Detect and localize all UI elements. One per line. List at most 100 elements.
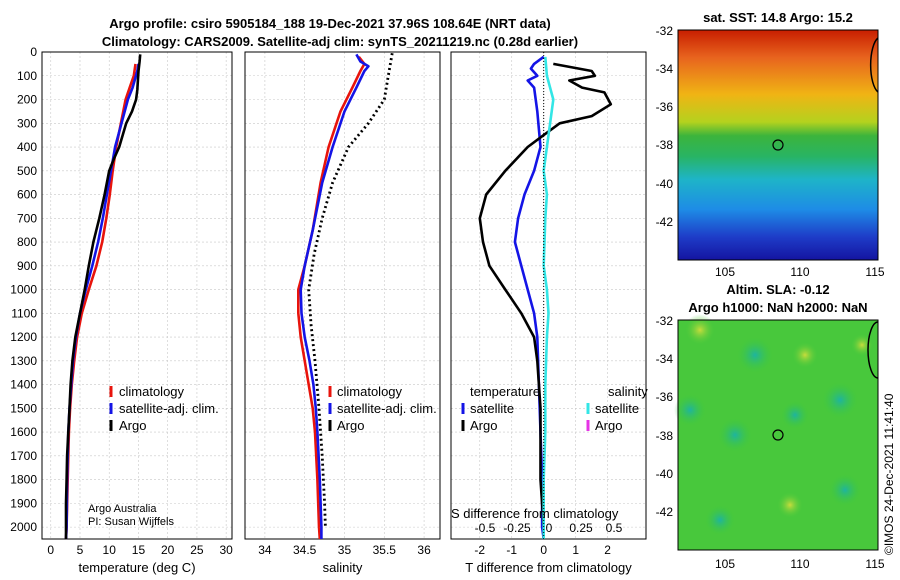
- y-tick-label: 1300: [10, 354, 37, 368]
- y-tick-label: 1400: [10, 378, 37, 392]
- sla-eddy: [705, 505, 735, 535]
- sla-coast-outline: [867, 321, 879, 379]
- series-argo: [307, 52, 394, 528]
- sla-eddy: [850, 333, 874, 357]
- sst-xtick: 110: [790, 265, 809, 279]
- y-tick-label: 300: [17, 116, 37, 130]
- x-tick-label: 5: [77, 543, 84, 557]
- x-tick-label: 34: [258, 543, 272, 557]
- diff-top-tick: 0.25: [569, 521, 593, 535]
- sal-legend-satellite: satellite-adj. clim.: [337, 401, 437, 416]
- sla-frame: [677, 319, 879, 551]
- sla-ytick: -36: [656, 390, 674, 404]
- diff-top-axis-label: S difference from climatology: [451, 506, 619, 521]
- sla-map-title-2: Argo h1000: NaN h2000: NaN: [688, 300, 867, 315]
- x-tick-label: -1: [506, 543, 517, 557]
- x-tick-label: 34.5: [293, 543, 317, 557]
- sst-map: sat. SST: 14.8 Argo: 15.2 -32 -34 -36 -3…: [656, 10, 885, 279]
- x-tick-label: 35: [338, 543, 352, 557]
- sla-ytick: -40: [656, 467, 674, 481]
- sst-field: [678, 30, 878, 260]
- x-axis-label: T difference from climatology: [465, 560, 632, 575]
- sla-eddy: [674, 394, 706, 426]
- header-line2: Climatology: CARS2009. Satellite-adj cli…: [102, 34, 578, 49]
- sla-ytick: -38: [656, 429, 674, 443]
- y-tick-label: 1800: [10, 473, 37, 487]
- y-tick-label: 900: [17, 259, 37, 273]
- x-tick-label: 15: [132, 543, 146, 557]
- sst-argo-location-marker: [772, 139, 784, 151]
- y-tick-label: 600: [17, 188, 37, 202]
- watermark: ©IMOS 24-Dec-2021 11:41:40: [882, 393, 896, 555]
- sst-map-title: sat. SST: 14.8 Argo: 15.2: [703, 10, 853, 25]
- sla-argo-location-marker: [772, 429, 784, 441]
- diff-legend-s-satellite: satellite: [595, 401, 639, 416]
- sst-coast-outline: [869, 37, 879, 93]
- series-argo: [64, 54, 142, 539]
- sst-frame: [677, 29, 879, 261]
- y-tick-label: 100: [17, 69, 37, 83]
- sla-eddy: [822, 382, 858, 418]
- y-tick-label: 1500: [10, 401, 37, 415]
- series-satellite-adj-clim-: [299, 53, 370, 539]
- sal-legend-argo: Argo: [337, 418, 364, 433]
- series-climatology: [297, 55, 366, 540]
- sst-ytick: -38: [656, 138, 674, 152]
- diff-legend-t-satellite: satellite: [470, 401, 514, 416]
- sla-eddy: [829, 474, 861, 506]
- y-tick-label: 2000: [10, 520, 37, 534]
- x-tick-label: 10: [103, 543, 117, 557]
- axes-frame: [41, 51, 233, 540]
- x-tick-label: 1: [572, 543, 579, 557]
- sst-ytick: -40: [656, 177, 674, 191]
- x-tick-label: 2: [604, 543, 611, 557]
- annotation-argo-australia: Argo Australia: [88, 503, 157, 515]
- y-tick-label: 1100: [11, 306, 37, 320]
- sst-ytick: -34: [656, 62, 674, 76]
- sla-xtick: 110: [790, 557, 809, 571]
- diff-top-tick: -0.5: [475, 521, 496, 535]
- x-axis-label: salinity: [323, 560, 363, 575]
- legend-climatology: climatology: [119, 384, 185, 399]
- sla-eddy: [791, 341, 819, 369]
- sla-xtick: 115: [865, 557, 884, 571]
- legend-argo: Argo: [119, 418, 146, 433]
- diff-top-tick: 0.5: [606, 521, 623, 535]
- y-tick-label: 500: [17, 164, 37, 178]
- sla-eddy: [781, 401, 809, 429]
- series-climatology: [64, 63, 137, 540]
- sla-map-title-1: Altim. SLA: -0.12: [726, 282, 829, 297]
- y-tick-label: 200: [17, 93, 37, 107]
- sla-eddy: [737, 337, 773, 373]
- y-tick-label: 1600: [10, 425, 37, 439]
- annotation-pi: PI: Susan Wijffels: [88, 516, 174, 528]
- difference-panel: -2 -1 0 1 2 T difference from climatology: [450, 51, 647, 575]
- sla-eddy: [718, 418, 752, 452]
- y-tick-label: 400: [17, 140, 37, 154]
- temperature-panel: 0100200300400500600700800900100011001200…: [10, 45, 233, 575]
- y-tick-label: 0: [30, 45, 37, 59]
- y-tick-label: 800: [17, 235, 37, 249]
- legend-satellite: satellite-adj. clim.: [119, 401, 219, 416]
- sla-ytick: -42: [656, 505, 674, 519]
- y-tick-label: 1900: [10, 496, 37, 510]
- x-axis-label: temperature (deg C): [78, 560, 195, 575]
- diff-legend-salinity-title: salinity: [608, 384, 648, 399]
- x-tick-label: 30: [219, 543, 233, 557]
- sst-xtick: 115: [865, 265, 884, 279]
- diff-top-ticks: -0.5 -0.25 0 0.25 0.5: [475, 521, 623, 535]
- sla-ytick: -32: [656, 314, 674, 328]
- sla-eddies: [674, 314, 874, 535]
- sst-ytick: -36: [656, 100, 674, 114]
- sst-ytick: -32: [656, 24, 674, 38]
- sla-map: Altim. SLA: -0.12 Argo h1000: NaN h2000:…: [656, 282, 885, 571]
- diff-top-tick: 0: [546, 521, 553, 535]
- diff-top-tick: -0.25: [503, 521, 531, 535]
- diff-legend-temperature-title: temperature: [470, 384, 540, 399]
- sla-eddy: [776, 491, 804, 519]
- x-tick-label: 0: [47, 543, 54, 557]
- difference-legend: temperature salinity satellite Argo sate…: [461, 384, 648, 433]
- x-tick-label: 0: [540, 543, 547, 557]
- header-line1: Argo profile: csiro 5905184_188 19-Dec-2…: [109, 16, 551, 31]
- y-tick-label: 1700: [10, 449, 37, 463]
